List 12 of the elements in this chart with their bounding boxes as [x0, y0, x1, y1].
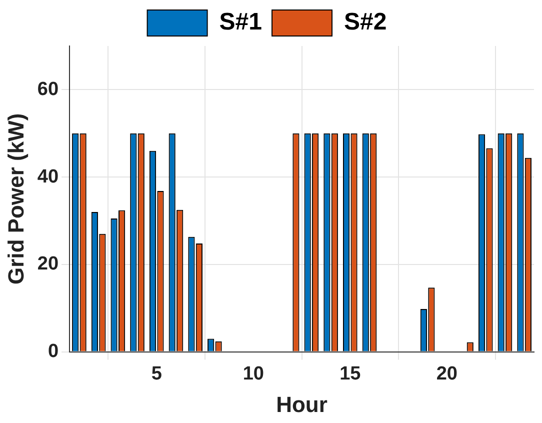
legend-label: S#2: [344, 8, 387, 36]
x-tick-label: 15: [340, 363, 362, 384]
y-tick-label: 40: [37, 166, 59, 188]
legend-label: S#1: [219, 8, 262, 36]
y-tick-label: 60: [37, 78, 59, 100]
x-tick-label: 20: [436, 363, 458, 384]
y-tick-label: 0: [48, 341, 59, 362]
y-axis-title: Grid Power (kW): [3, 113, 28, 284]
x-tick-label: 5: [151, 363, 162, 384]
x-tick-label: 10: [242, 363, 264, 384]
y-tick-label: 20: [37, 254, 59, 275]
x-axis-title: Hour: [276, 392, 328, 417]
